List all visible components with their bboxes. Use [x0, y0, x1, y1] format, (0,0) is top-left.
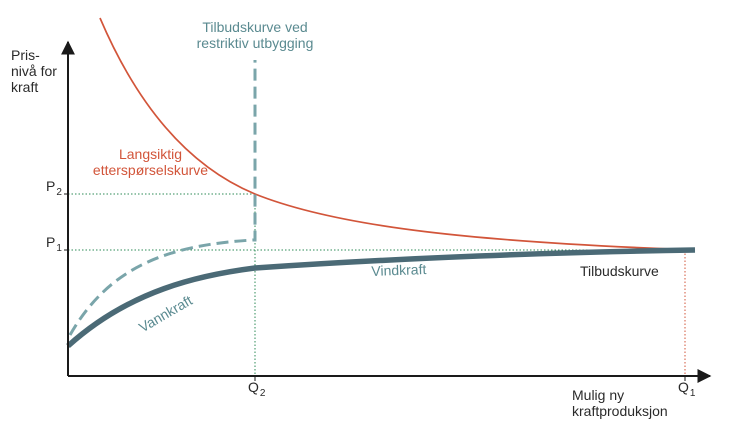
q1-label-sub: 1 [689, 388, 696, 399]
demand-curve [99, 17, 696, 251]
supply-curve-label: Tilbudskurve [580, 263, 659, 279]
supply-curve [66, 247, 696, 349]
p1-label: P1 [46, 234, 62, 254]
q1-label: Q1 [678, 379, 696, 399]
y-axis-title-line: nivå for [11, 63, 57, 79]
p2-label-sub: 2 [56, 187, 62, 198]
demand-label-line: etterspørselskurve [92, 162, 209, 178]
q2-label-base: Q [248, 379, 259, 395]
y-axis-title: Pris- nivå for kraft [11, 47, 57, 95]
restrictive-label-line: Tilbudskurve ved [202, 19, 308, 35]
x-axis-title-line: Mulig ny [572, 387, 625, 403]
p1-label-base: P [46, 234, 56, 250]
wind-label: Vindkraft [371, 261, 427, 279]
y-axis-title-line: Pris- [11, 47, 40, 63]
q1-label-base: Q [678, 379, 689, 395]
p2-label-base: P [46, 178, 56, 194]
restrictive-curve-label: Tilbudskurve ved restriktiv utbygging [185, 19, 325, 51]
p2-label: P2 [46, 178, 62, 198]
q2-label: Q2 [248, 379, 266, 399]
q2-label-sub: 2 [259, 388, 266, 399]
p1-label-sub: 1 [56, 243, 62, 254]
x-axis-title: Mulig ny kraftproduksjon [572, 387, 668, 419]
demand-curve-label: Langsiktig etterspørselskurve [88, 146, 213, 178]
restrictive-label-line: restriktiv utbygging [196, 35, 314, 51]
x-axis-title-line: kraftproduksjon [572, 403, 668, 419]
y-axis-title-line: kraft [11, 79, 39, 95]
demand-label-line: Langsiktig [118, 146, 183, 162]
restrictive-supply-curve [68, 60, 257, 336]
